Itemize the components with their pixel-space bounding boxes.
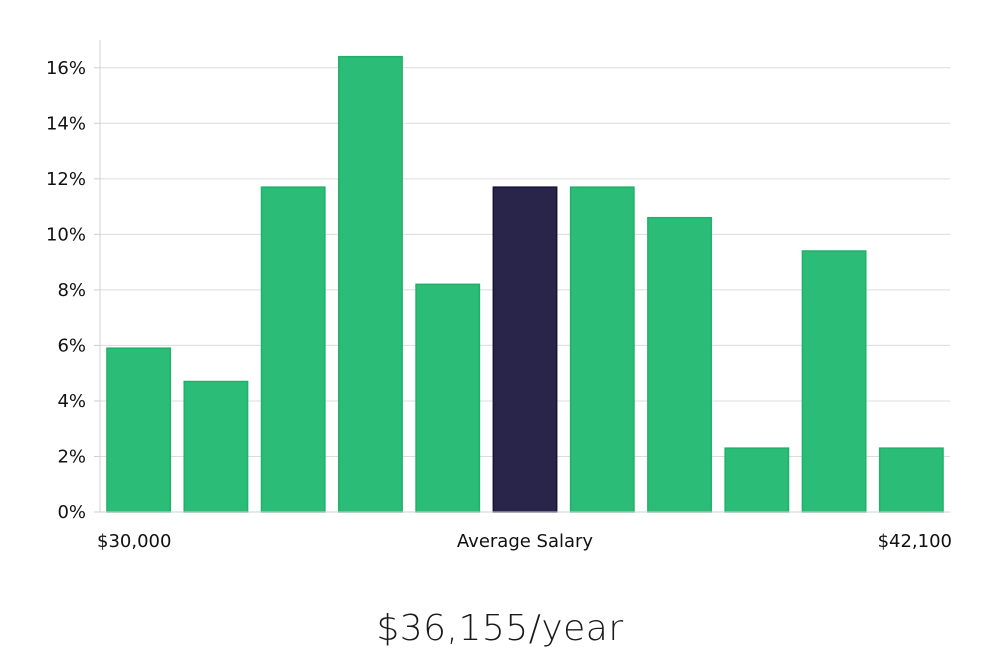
bar [183, 380, 249, 513]
bar [878, 447, 944, 513]
bar [260, 186, 326, 513]
y-tick-label: 10% [46, 224, 86, 245]
y-tick-label: 12% [46, 169, 86, 190]
bar [801, 250, 867, 513]
bar [724, 447, 790, 513]
y-tick-label: 14% [46, 113, 86, 134]
y-tick-label: 0% [57, 502, 86, 523]
y-tick-label: 8% [57, 280, 86, 301]
x-axis-max-label: $42,100 [878, 531, 952, 552]
bar-average-salary [492, 186, 558, 513]
x-axis-min-label: $30,000 [97, 531, 171, 552]
bar [415, 283, 481, 513]
bar [338, 55, 403, 513]
bar [647, 216, 712, 513]
x-axis-title: Average Salary [457, 531, 594, 552]
y-tick-label: 4% [57, 391, 86, 412]
bars [106, 55, 944, 513]
average-salary-value: $36,155/year [376, 608, 624, 649]
bar [569, 186, 635, 513]
y-tick-labels: 0% 2% 4% 6% 8% 10% 12% 14% 16% [46, 58, 100, 523]
y-tick-label: 6% [57, 335, 86, 356]
bar [106, 347, 172, 513]
y-tick-label: 2% [57, 446, 86, 467]
salary-distribution-chart: 0% 2% 4% 6% 8% 10% 12% 14% 16% $30,000 Average S… [46, 40, 952, 552]
y-tick-label: 16% [46, 58, 86, 79]
